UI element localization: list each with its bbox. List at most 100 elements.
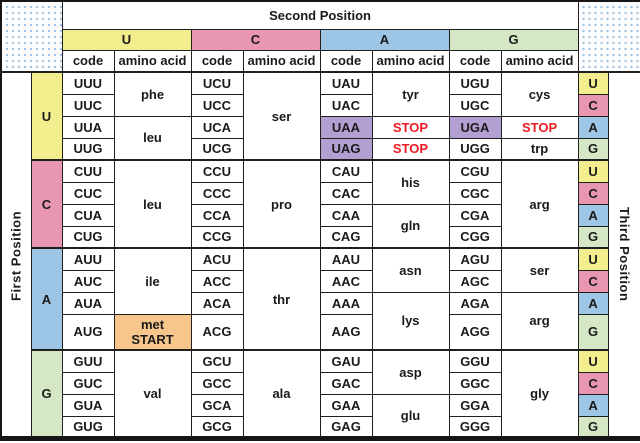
codon-cell-CGA: CGA [448, 203, 502, 227]
codon-cell-AGC: AGC [448, 269, 502, 293]
amino-cell-val: val [113, 349, 192, 439]
codon-cell-CCA: CCA [190, 203, 244, 227]
amino-cell-asp: asp [371, 349, 450, 395]
third-position-base-C: C [577, 269, 609, 293]
amino-cell-his: his [371, 159, 450, 205]
third-position-base-A: A [577, 393, 609, 417]
codon-cell-ACA: ACA [190, 291, 244, 315]
codon-cell-GUA: GUA [61, 393, 115, 417]
amino-cell-ile: ile [113, 247, 192, 315]
corner-decoration-left [0, 0, 63, 73]
codon-cell-UCA: UCA [190, 115, 244, 139]
codon-cell-UUA: UUA [61, 115, 115, 139]
codon-cell-CCG: CCG [190, 225, 244, 249]
codon-cell-UGG: UGG [448, 137, 502, 161]
code-header: code [448, 49, 502, 73]
first-position-base-G: G [30, 349, 63, 439]
codon-cell-GGA: GGA [448, 393, 502, 417]
codon-cell-ACU: ACU [190, 247, 244, 271]
codon-cell-AUA: AUA [61, 291, 115, 315]
amino-cell-thr: thr [242, 247, 321, 351]
amino-acid-header: amino acid [371, 49, 450, 73]
codon-cell-GUU: GUU [61, 349, 115, 373]
codon-cell-GUG: GUG [61, 415, 115, 439]
second-position-base-U: U [61, 28, 192, 51]
codon-cell-UCC: UCC [190, 93, 244, 117]
codon-cell-AGU: AGU [448, 247, 502, 271]
codon-cell-CUC: CUC [61, 181, 115, 205]
first-position-axis-label: First Position [1, 72, 31, 438]
codon-cell-UGC: UGC [448, 93, 502, 117]
amino-cell-ser: ser [500, 247, 579, 293]
amino-acid-header: amino acid [113, 49, 192, 73]
amino-cell-trp: trp [500, 137, 579, 161]
codon-cell-GGU: GGU [448, 349, 502, 373]
codon-cell-UCU: UCU [190, 71, 244, 95]
codon-cell-UAG: UAG [319, 137, 373, 161]
codon-cell-AAC: AAC [319, 269, 373, 293]
third-position-base-C: C [577, 93, 609, 117]
codon-cell-GGC: GGC [448, 371, 502, 395]
amino-cell-pro: pro [242, 159, 321, 249]
third-position-base-U: U [577, 71, 609, 95]
codon-cell-GCA: GCA [190, 393, 244, 417]
amino-cell-cys: cys [500, 71, 579, 117]
codon-cell-UAA: UAA [319, 115, 373, 139]
codon-cell-CUA: CUA [61, 203, 115, 227]
third-position-base-A: A [577, 203, 609, 227]
codon-cell-UGU: UGU [448, 71, 502, 95]
codon-cell-AUC: AUC [61, 269, 115, 293]
codon-cell-CGG: CGG [448, 225, 502, 249]
codon-cell-GUC: GUC [61, 371, 115, 395]
third-position-axis-label: Third Position [607, 71, 640, 439]
codon-cell-UAC: UAC [319, 93, 373, 117]
code-header: code [61, 49, 115, 73]
codon-cell-CUU: CUU [61, 159, 115, 183]
third-position-base-C: C [577, 371, 609, 395]
second-position-base-A: A [319, 28, 450, 51]
amino-cell-ala: ala [242, 349, 321, 439]
codon-cell-CCU: CCU [190, 159, 244, 183]
third-position-base-A: A [577, 291, 609, 315]
codon-cell-GCU: GCU [190, 349, 244, 373]
codon-cell-GAU: GAU [319, 349, 373, 373]
third-position-base-G: G [577, 137, 609, 161]
amino-cell-leu: leu [113, 115, 192, 161]
third-position-base-U: U [577, 247, 609, 271]
codon-cell-ACC: ACC [190, 269, 244, 293]
third-position-base-C: C [577, 181, 609, 205]
code-header: code [319, 49, 373, 73]
codon-cell-AGG: AGG [448, 313, 502, 351]
third-position-base-G: G [577, 415, 609, 439]
code-header: code [190, 49, 244, 73]
amino-cell-stop: STOP [371, 137, 450, 161]
second-position-title: Second Position [61, 0, 579, 30]
third-position-base-G: G [577, 313, 609, 351]
amino-cell-gln: gln [371, 203, 450, 249]
amino-cell-lys: lys [371, 291, 450, 351]
codon-cell-AAG: AAG [319, 313, 373, 351]
codon-cell-AUG: AUG [61, 313, 115, 351]
second-position-base-G: G [448, 28, 579, 51]
codon-cell-CCC: CCC [190, 181, 244, 205]
amino-cell-leu: leu [113, 159, 192, 249]
codon-cell-UUC: UUC [61, 93, 115, 117]
codon-cell-UCG: UCG [190, 137, 244, 161]
codon-cell-CAC: CAC [319, 181, 373, 205]
codon-cell-CAA: CAA [319, 203, 373, 227]
amino-cell-met-start: met START [113, 313, 192, 351]
codon-cell-CUG: CUG [61, 225, 115, 249]
third-position-base-G: G [577, 225, 609, 249]
codon-cell-GAC: GAC [319, 371, 373, 395]
second-position-base-C: C [190, 28, 321, 51]
codon-cell-UAU: UAU [319, 71, 373, 95]
third-position-base-A: A [577, 115, 609, 139]
codon-cell-CGC: CGC [448, 181, 502, 205]
codon-cell-GAG: GAG [319, 415, 373, 439]
amino-cell-ser: ser [242, 71, 321, 161]
codon-cell-AUU: AUU [61, 247, 115, 271]
amino-cell-asn: asn [371, 247, 450, 293]
codon-cell-GGG: GGG [448, 415, 502, 439]
